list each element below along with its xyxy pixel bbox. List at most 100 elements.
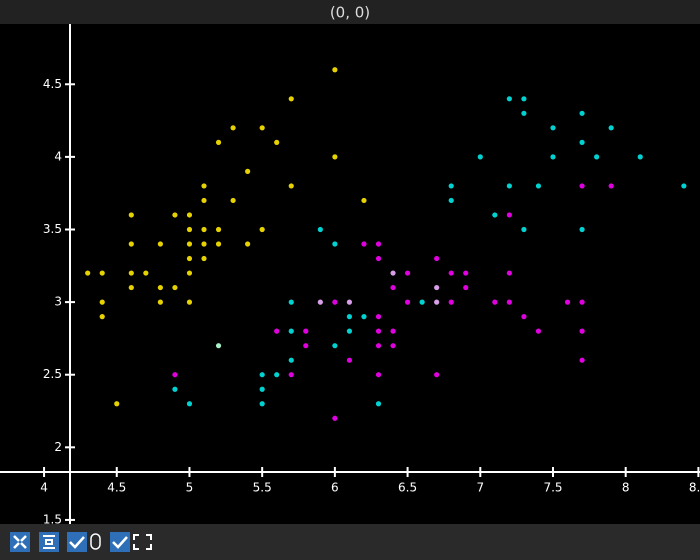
- checkbox[interactable]: [110, 532, 130, 552]
- mouse-icon: [90, 533, 101, 550]
- point: [404, 270, 411, 276]
- point: [157, 284, 163, 291]
- x-tick-label: 8.5: [689, 481, 700, 495]
- point: [375, 372, 382, 378]
- point: [579, 139, 585, 145]
- point: [579, 328, 585, 334]
- y-tick-label: 4.5: [43, 77, 62, 91]
- x-tick-label: 8: [622, 481, 630, 495]
- point: [521, 96, 527, 102]
- point: [506, 96, 512, 102]
- icon: [69, 536, 85, 549]
- point: [390, 343, 396, 349]
- point: [506, 212, 512, 218]
- y-tick-label: 4: [54, 149, 62, 163]
- point: [492, 212, 498, 218]
- point: [579, 299, 585, 305]
- point: [375, 255, 382, 262]
- point: [230, 197, 236, 204]
- point: [506, 270, 512, 276]
- x-tick-label: 4: [40, 481, 48, 495]
- point: [157, 241, 163, 247]
- point: [201, 183, 207, 189]
- point: [288, 299, 294, 305]
- point: [448, 299, 454, 305]
- point: [99, 314, 105, 320]
- point: [288, 328, 294, 334]
- icon: [112, 536, 128, 549]
- point: [201, 255, 207, 262]
- point: [186, 270, 193, 276]
- point: [390, 270, 396, 276]
- point: [375, 314, 382, 320]
- point: [361, 241, 367, 247]
- point: [550, 125, 556, 131]
- point: [346, 328, 353, 334]
- point: [215, 139, 222, 145]
- point: [128, 284, 134, 291]
- point: [506, 299, 512, 305]
- point: [288, 372, 294, 378]
- y-tick-label: 3.5: [43, 222, 62, 236]
- point: [390, 284, 396, 291]
- point: [99, 299, 105, 305]
- point: [579, 183, 585, 189]
- x-tick-label: 7.5: [543, 481, 562, 495]
- point: [259, 226, 265, 233]
- point: [375, 401, 382, 407]
- point: [564, 299, 571, 305]
- point: [186, 401, 193, 407]
- fullscreen-icon[interactable]: [133, 534, 152, 550]
- chart-title: (0, 0): [330, 4, 370, 22]
- point: [186, 255, 193, 262]
- point: [288, 183, 294, 189]
- point: [332, 154, 338, 160]
- point: [215, 343, 222, 349]
- x-tick-label: 6.5: [398, 481, 417, 495]
- y-tick-label: 3: [54, 295, 62, 309]
- reset-view-button[interactable]: [10, 532, 30, 552]
- point: [259, 372, 265, 378]
- point: [303, 343, 309, 349]
- point: [637, 154, 643, 160]
- title-bar: [0, 0, 700, 24]
- point: [463, 284, 469, 291]
- point: [186, 212, 193, 218]
- point: [114, 401, 120, 407]
- point: [448, 183, 454, 189]
- point: [172, 372, 178, 378]
- point: [274, 372, 280, 378]
- point: [332, 67, 338, 73]
- point: [317, 299, 323, 305]
- point: [230, 125, 236, 131]
- point: [332, 415, 338, 421]
- point: [172, 212, 178, 218]
- x-tick-label: 7: [476, 481, 484, 495]
- point: [375, 328, 382, 334]
- point: [201, 197, 207, 204]
- y-tick-label: 1.5: [43, 512, 62, 526]
- point: [215, 226, 222, 233]
- point: [288, 357, 294, 363]
- point: [245, 241, 251, 247]
- point: [579, 110, 585, 116]
- point: [434, 284, 440, 291]
- point: [346, 314, 353, 320]
- icon: [43, 535, 55, 549]
- point: [245, 168, 251, 175]
- point: [521, 110, 527, 116]
- point: [317, 226, 323, 233]
- point: [201, 241, 207, 247]
- point: [434, 299, 440, 305]
- icon: [13, 535, 27, 549]
- checkbox[interactable]: [67, 532, 87, 552]
- point: [143, 270, 149, 276]
- point: [274, 139, 280, 145]
- point: [608, 125, 614, 131]
- point: [85, 270, 91, 276]
- point: [303, 328, 309, 334]
- point: [521, 314, 527, 320]
- point: [506, 183, 512, 189]
